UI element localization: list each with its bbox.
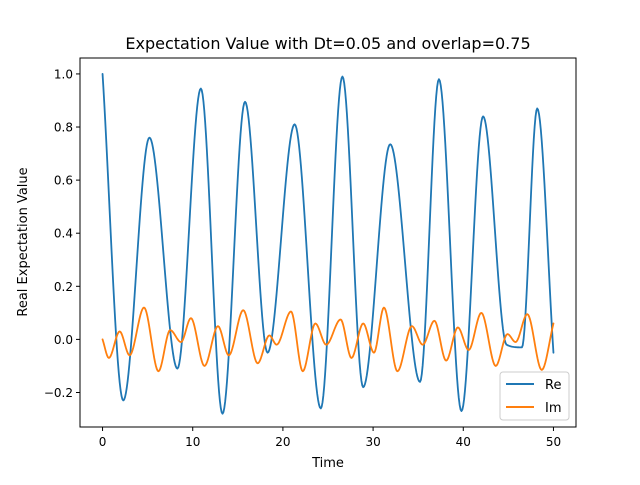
x-axis-ticks: 0 10 20 30 40 50 — [99, 427, 561, 449]
y-axis-ticks: −0.2 0.0 0.2 0.4 0.6 0.8 1.0 — [44, 67, 80, 400]
y-tick-label: 0.6 — [54, 174, 73, 188]
y-axis-label: Real Expectation Value — [16, 167, 31, 316]
x-tick-label: 30 — [365, 435, 380, 449]
y-tick-label: 0.0 — [54, 333, 73, 347]
x-tick-label: 40 — [456, 435, 471, 449]
x-tick-label: 0 — [99, 435, 107, 449]
legend-label-im: Im — [545, 401, 562, 416]
x-tick-label: 20 — [275, 435, 290, 449]
plot-area — [79, 57, 577, 428]
y-tick-label: 0.8 — [54, 121, 73, 135]
series-line-im — [101, 306, 555, 373]
series-layer — [101, 73, 555, 415]
y-tick-label: −0.2 — [44, 386, 73, 400]
y-tick-label: 1.0 — [54, 67, 73, 81]
y-tick-label: 0.4 — [54, 227, 73, 241]
x-axis-label: Time — [311, 456, 344, 471]
x-tick-label: 50 — [546, 435, 561, 449]
chart-title: Expectation Value with Dt=0.05 and overl… — [125, 34, 530, 53]
x-tick-label: 10 — [185, 435, 200, 449]
legend: Re Im — [499, 371, 570, 421]
series-line-re — [101, 73, 555, 415]
y-tick-label: 0.2 — [54, 280, 73, 294]
legend-label-re: Re — [545, 378, 561, 393]
axes-frame — [79, 57, 577, 428]
